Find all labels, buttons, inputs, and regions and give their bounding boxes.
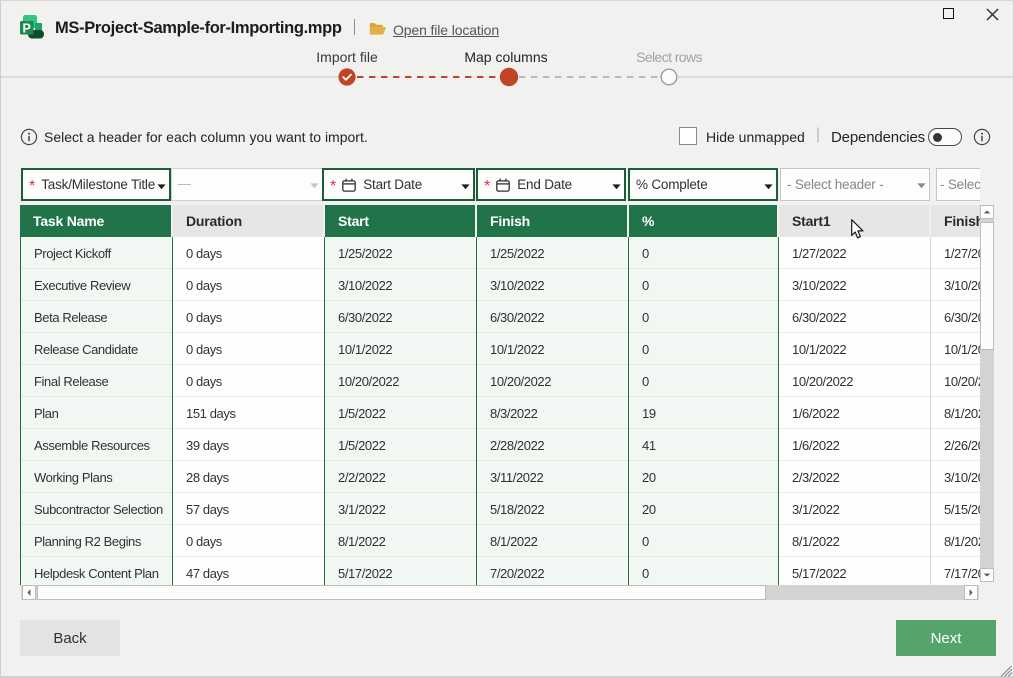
svg-text:P: P: [23, 22, 31, 36]
